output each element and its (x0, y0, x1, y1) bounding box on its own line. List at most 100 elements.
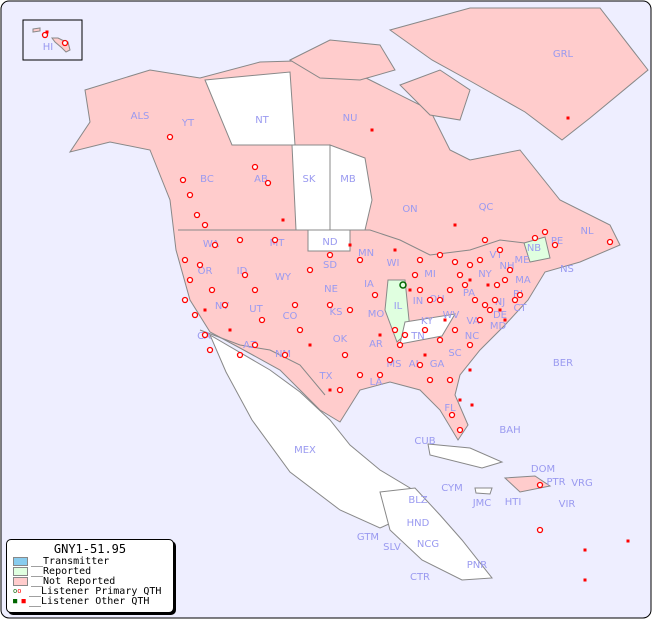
listener-primary-qth-marker (476, 316, 484, 324)
listener-primary-qth-marker (371, 291, 379, 299)
listener-primary-qth-marker (448, 411, 456, 419)
legend-reported: __Reported (7, 565, 173, 577)
listener-primary-qth-marker (436, 296, 444, 304)
region-label-ut: UT (249, 304, 263, 315)
listener-primary-qth-marker (541, 228, 549, 236)
listener-primary-qth-marker (221, 301, 229, 309)
listener-primary-qth-marker (296, 326, 304, 334)
region-label-in: IN (413, 296, 423, 307)
region-label-nv: NV (215, 301, 229, 312)
listener-primary-qth-marker (181, 296, 189, 304)
region-label-nl: NL (580, 226, 593, 237)
region-label-slv: SLV (383, 542, 401, 553)
listener-primary-qth-marker (241, 271, 249, 279)
region-label-sc: SC (448, 348, 461, 359)
legend-transmitter: __Transmitter (7, 556, 173, 567)
listener-primary-qth-marker (264, 179, 272, 187)
listener-primary-qth-marker (551, 241, 559, 249)
region-label-blz: BLZ (408, 495, 427, 506)
listener-other-qth-marker (423, 353, 427, 357)
listener-primary-qth-marker (456, 426, 464, 434)
listener-other-qth-marker (328, 388, 332, 392)
listener-primary-qth-marker (466, 341, 474, 349)
listener-other-qth-marker (470, 403, 474, 407)
legend-label: __Listener Primary QTH (29, 585, 162, 597)
region-label-pa: PA (463, 288, 475, 299)
listener-primary-qth-marker (251, 341, 259, 349)
legend-label: __Reported (31, 565, 92, 577)
region-label-mex: MEX (294, 445, 316, 456)
legend: GNY1-51.95 __Transmitter __Reported __No… (6, 539, 174, 613)
region-label-als: ALS (131, 111, 150, 122)
listener-other-qth-marker (566, 116, 570, 120)
region-label-vir: VIR (559, 499, 576, 510)
region-jamaica (474, 487, 493, 495)
listener-primary-qth-marker (166, 133, 174, 141)
region-label-mo: MO (368, 309, 385, 320)
region-label-or: OR (198, 266, 213, 277)
listener-primary-qth-marker (391, 326, 399, 334)
region-label-ab: AB (254, 174, 268, 185)
greenland (388, 7, 649, 141)
region-label-ms: MS (387, 359, 402, 370)
region-label-sk: SK (303, 174, 316, 185)
region-label-nj: NJ (495, 297, 505, 308)
region-central-america (379, 487, 493, 581)
region-label-ns: NS (560, 264, 574, 275)
listener-primary-qth-marker (446, 376, 454, 384)
arctic-island (288, 39, 396, 81)
listener-other-qth-marker (583, 578, 587, 582)
region-label-ptr: PTR (546, 477, 565, 488)
listener-primary-qth-marker (506, 266, 514, 274)
listener-primary-qth-marker (516, 291, 524, 299)
listener-primary-qth-marker (486, 306, 494, 314)
region-label-wy: WY (275, 272, 292, 283)
listener-primary-qth-marker (493, 281, 501, 289)
not-reported-swatch (13, 576, 28, 586)
legend-label: __Not Reported (31, 575, 116, 587)
region-label-ct: CT (513, 303, 527, 314)
listener-primary-qth-marker (61, 39, 69, 47)
listener-primary-qth-marker (386, 356, 394, 364)
region-label-ncg: NCG (417, 539, 439, 550)
listener-primary-qth-marker (181, 256, 189, 264)
region-label-ne: NE (324, 284, 338, 295)
listener-primary-qth-marker (201, 221, 209, 229)
listener-primary-qth-marker (179, 176, 187, 184)
region-label-sd: SD (323, 260, 337, 271)
region-label-ma: MA (515, 275, 531, 286)
region-label-on: ON (402, 204, 417, 215)
region-label-pnr: PNR (467, 560, 488, 571)
listener-other-qth-marker (486, 283, 490, 287)
region-label-ber: BER (553, 358, 573, 369)
listener-other-qth-marker (45, 30, 49, 34)
listener-primary-qth-marker (436, 336, 444, 344)
region-label-dom: DOM (531, 464, 555, 475)
listener-primary-qth-marker (536, 526, 544, 534)
listener-primary-qth-marker (496, 246, 504, 254)
listener-primary-qth-marker (476, 256, 484, 264)
legend-primary-qth: oo __Listener Primary QTH (7, 585, 173, 597)
region-label-il: IL (394, 301, 403, 312)
region-label-co: CO (283, 311, 298, 322)
region-label-id: ID (237, 266, 248, 277)
listener-primary-qth-marker (251, 163, 259, 171)
listener-primary-qth-marker (416, 286, 424, 294)
region-label-yt: YT (181, 118, 195, 129)
region-label-nh: NH (500, 261, 515, 272)
listener-primary-qth-marker (291, 301, 299, 309)
listener-primary-qth-marker (193, 211, 201, 219)
region-label-de: DE (493, 310, 507, 321)
region-label-az: AZ (243, 340, 257, 351)
listener-other-qth-marker (408, 288, 412, 292)
region-label-wv: WV (443, 310, 460, 321)
region-label-mt: MT (270, 238, 286, 249)
legend-not-reported: __Not Reported (7, 575, 173, 587)
listener-other-qth-marker (203, 308, 207, 312)
region-label-wi: WI (387, 258, 400, 269)
listener-other-qth-marker (443, 318, 447, 322)
region-label-pe: PE (551, 236, 563, 247)
listener-primary-qth-marker (336, 386, 344, 394)
